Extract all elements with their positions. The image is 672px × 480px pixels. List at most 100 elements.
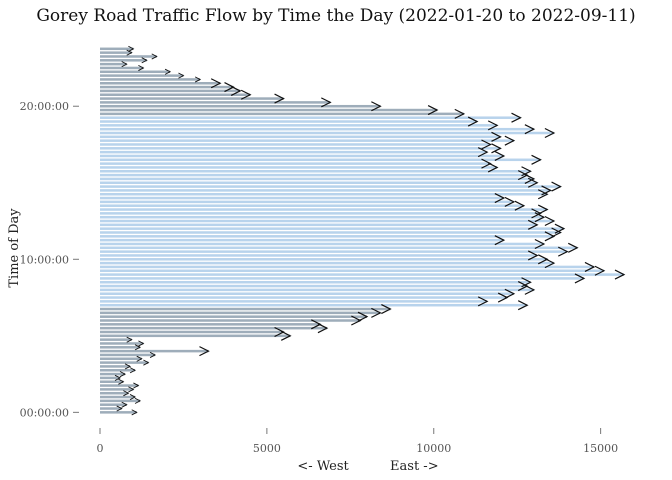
direction-arrow bbox=[274, 326, 285, 338]
bar bbox=[100, 346, 141, 349]
bar bbox=[100, 407, 122, 410]
direction-arrow bbox=[524, 124, 536, 135]
bar bbox=[100, 292, 514, 295]
bar bbox=[100, 82, 221, 85]
direction-arrow bbox=[134, 344, 142, 351]
bar bbox=[100, 166, 498, 169]
direction-arrow bbox=[524, 173, 536, 184]
direction-arrow bbox=[119, 371, 127, 378]
bar bbox=[100, 74, 184, 77]
direction-arrow bbox=[128, 45, 135, 52]
direction-arrow bbox=[138, 64, 145, 71]
bar bbox=[100, 280, 531, 284]
direction-arrow bbox=[317, 323, 329, 334]
bar bbox=[100, 238, 504, 242]
direction-arrow bbox=[534, 238, 546, 250]
y-axis-label: Time of Day bbox=[7, 208, 22, 288]
direction-arrow bbox=[143, 359, 150, 366]
direction-arrow bbox=[491, 143, 502, 154]
bar bbox=[100, 97, 284, 100]
bar bbox=[100, 349, 209, 353]
direction-arrow bbox=[517, 281, 529, 292]
y-tick-label: 00:00:00 bbox=[20, 406, 69, 419]
y-tick-label: 10:00:00 bbox=[20, 253, 69, 266]
x-tick-label: 0 bbox=[97, 442, 104, 455]
direction-arrow bbox=[614, 269, 626, 280]
bar bbox=[100, 303, 528, 307]
direction-arrow bbox=[149, 351, 157, 358]
bar bbox=[100, 204, 524, 207]
bar bbox=[100, 143, 491, 146]
bar bbox=[100, 372, 126, 376]
direction-arrow bbox=[371, 101, 382, 112]
bar bbox=[100, 185, 561, 188]
x-axis-label: <- West East -> bbox=[297, 459, 438, 474]
direction-arrow bbox=[164, 68, 172, 75]
bar bbox=[100, 131, 554, 135]
direction-arrow bbox=[504, 288, 516, 299]
bar bbox=[100, 353, 156, 357]
bar bbox=[100, 391, 129, 395]
bar bbox=[100, 265, 594, 269]
bar bbox=[100, 365, 131, 368]
bar bbox=[100, 399, 141, 403]
direction-arrow bbox=[126, 336, 133, 343]
direction-arrow bbox=[454, 108, 466, 119]
direction-arrow bbox=[467, 116, 479, 127]
bar bbox=[100, 269, 604, 273]
direction-arrow bbox=[371, 307, 382, 318]
bar bbox=[100, 59, 147, 62]
bar bbox=[100, 403, 127, 406]
bar bbox=[100, 66, 144, 70]
bar bbox=[100, 254, 538, 257]
x-tick-label: 10000 bbox=[416, 442, 451, 455]
bar bbox=[100, 235, 554, 238]
bar bbox=[100, 311, 381, 315]
bar bbox=[100, 78, 201, 81]
bar bbox=[100, 116, 521, 119]
direction-arrow bbox=[133, 382, 140, 389]
bar bbox=[100, 135, 501, 139]
direction-arrow bbox=[128, 386, 135, 393]
direction-arrow bbox=[427, 105, 439, 116]
bar bbox=[100, 384, 139, 387]
direction-arrow bbox=[240, 89, 252, 100]
bar bbox=[100, 395, 136, 399]
bar bbox=[100, 112, 464, 116]
bar bbox=[100, 227, 564, 230]
bar bbox=[100, 104, 381, 108]
direction-arrow bbox=[544, 258, 556, 269]
bar bbox=[100, 154, 504, 158]
bar bbox=[100, 250, 568, 253]
direction-arrow bbox=[531, 154, 542, 165]
bar bbox=[100, 315, 367, 318]
direction-arrow bbox=[494, 150, 506, 162]
direction-arrow bbox=[118, 378, 125, 385]
y-axis: 00:00:00 10:00:00 20:00:00 bbox=[20, 100, 79, 419]
direction-arrow bbox=[381, 303, 392, 315]
bar bbox=[100, 170, 531, 173]
bar bbox=[100, 120, 478, 123]
direction-arrow bbox=[594, 265, 606, 276]
bar bbox=[100, 127, 534, 131]
bar bbox=[100, 323, 321, 326]
bar bbox=[100, 296, 508, 299]
direction-arrow bbox=[551, 227, 562, 238]
direction-arrow bbox=[521, 277, 532, 288]
direction-arrow bbox=[121, 401, 128, 408]
y-tick-label: 20:00:00 bbox=[20, 100, 69, 113]
bar bbox=[100, 300, 488, 303]
bar bbox=[100, 189, 551, 192]
direction-arrow bbox=[487, 120, 499, 131]
direction-arrow bbox=[194, 76, 202, 83]
bar bbox=[100, 150, 488, 154]
bar bbox=[100, 93, 251, 97]
direction-arrow bbox=[129, 367, 137, 374]
bar bbox=[100, 388, 134, 391]
direction-arrow bbox=[584, 261, 596, 272]
direction-arrow bbox=[574, 273, 586, 284]
bar bbox=[100, 338, 132, 341]
bar bbox=[100, 231, 561, 234]
bar bbox=[100, 258, 548, 261]
